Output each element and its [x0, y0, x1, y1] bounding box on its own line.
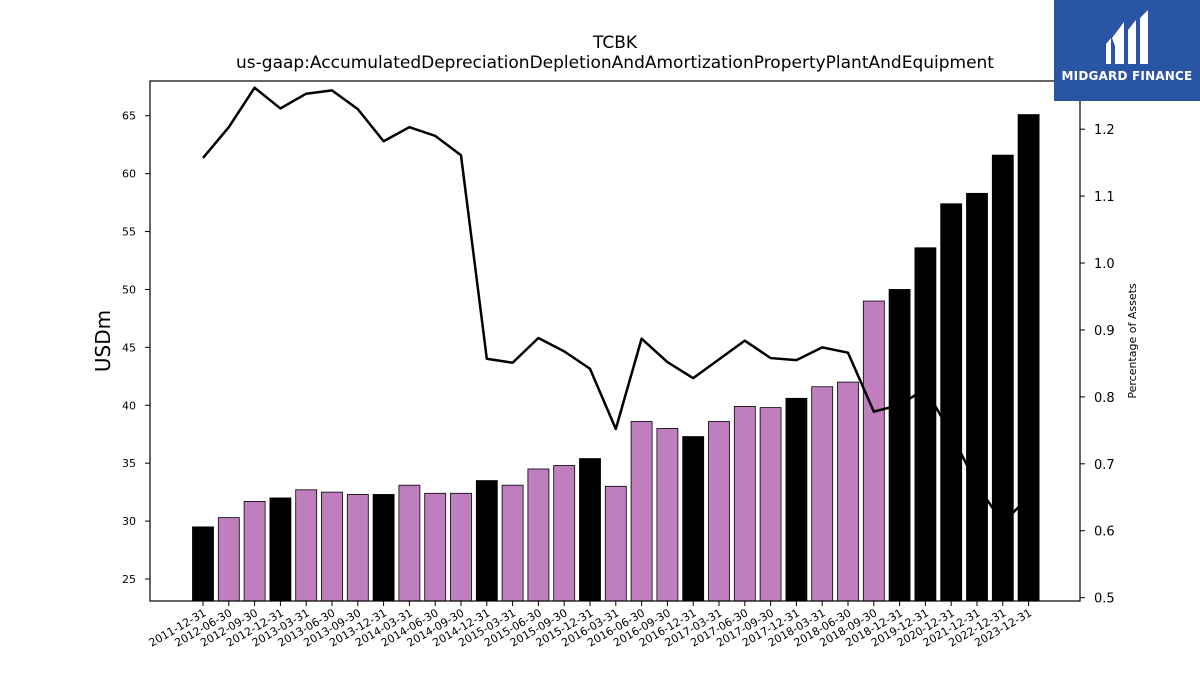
y-tick-label: 30 — [122, 515, 136, 528]
bar — [966, 192, 988, 602]
bar — [269, 497, 292, 602]
bar — [991, 154, 1014, 602]
bar — [424, 492, 447, 602]
midgard-logo-icon — [1106, 10, 1148, 64]
bar — [785, 397, 808, 602]
y-tick-label: 45 — [122, 341, 136, 354]
bar — [862, 300, 885, 602]
chart-subtitle: us-gaap:AccumulatedDepreciationDepletion… — [236, 53, 994, 73]
bar — [656, 428, 679, 602]
bar — [321, 491, 343, 602]
logo-text: MIDGARD FINANCE — [1061, 69, 1193, 83]
y2-tick-label: 0.8 — [1094, 391, 1115, 406]
y2-tick-label: 1.0 — [1094, 257, 1115, 272]
y2-tick-label: 0.9 — [1094, 324, 1115, 339]
bar — [630, 421, 653, 602]
percentage-line — [202, 86, 1030, 524]
bar — [295, 489, 318, 602]
bar — [475, 480, 498, 602]
bar — [837, 381, 859, 602]
bar — [217, 517, 240, 602]
bar — [888, 289, 911, 602]
bar — [708, 421, 730, 602]
y2-tick-label: 1.2 — [1094, 123, 1115, 138]
bar — [501, 484, 524, 602]
chart-title: TCBK — [592, 33, 638, 53]
y-tick-label: 50 — [122, 283, 136, 296]
y2-tick-label: 0.5 — [1094, 592, 1115, 607]
bar — [527, 468, 550, 602]
bar — [553, 465, 576, 602]
bar — [682, 436, 705, 602]
bar — [914, 247, 937, 602]
bar — [759, 407, 782, 602]
bar — [372, 494, 395, 602]
bar — [192, 526, 214, 602]
y2-tick-label: 0.6 — [1094, 525, 1115, 540]
y-tick-label: 60 — [122, 168, 136, 181]
y-tick-label: 25 — [122, 573, 136, 586]
plot-frame — [149, 80, 1081, 602]
y2-tick-label: 0.7 — [1094, 458, 1115, 473]
bar — [398, 484, 421, 602]
y-tick-label: 35 — [122, 457, 136, 470]
y2-axis-label: Percentage of Assets — [1126, 283, 1139, 399]
bar — [346, 494, 369, 602]
bar — [811, 386, 834, 602]
bar — [1017, 114, 1040, 602]
y-tick-label: 40 — [122, 399, 136, 412]
y-tick-label: 55 — [122, 226, 136, 239]
bar — [579, 458, 601, 602]
bar — [450, 492, 472, 602]
bar — [940, 203, 963, 602]
bar — [733, 406, 756, 602]
midgard-logo: MIDGARD FINANCE — [1054, 0, 1200, 101]
y-axis-label: USDm — [91, 310, 115, 372]
y2-tick-label: 1.1 — [1094, 190, 1115, 205]
y-tick-label: 65 — [122, 110, 136, 123]
bar — [243, 501, 266, 602]
bar — [604, 485, 627, 602]
